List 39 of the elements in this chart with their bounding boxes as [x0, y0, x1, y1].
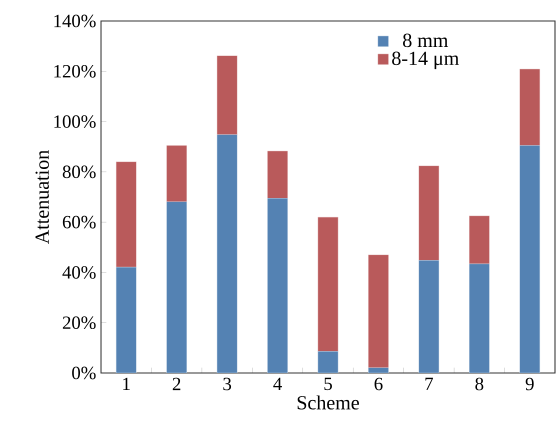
- y-tick-label: 60%: [62, 216, 96, 228]
- bar: [267, 198, 288, 373]
- y-tick-label: 140%: [54, 14, 96, 28]
- x-tick-label: 8: [475, 378, 484, 390]
- bar: [368, 254, 389, 368]
- bar: [267, 150, 288, 198]
- legend-label: 8-14 μm: [392, 52, 459, 70]
- y-axis-title: Attenuation: [35, 150, 49, 244]
- bar: [116, 162, 137, 268]
- bar: [116, 266, 137, 373]
- x-tick-label: 3: [223, 378, 232, 390]
- y-tick-label: 100%: [54, 115, 96, 128]
- y-tick-label: 20%: [62, 316, 96, 330]
- bar: [318, 351, 338, 373]
- x-tick-label: 4: [273, 378, 282, 390]
- x-tick-label: 5: [324, 378, 332, 390]
- bar: [216, 134, 238, 373]
- bar: [519, 68, 540, 146]
- y-tick-label: 120%: [54, 64, 96, 78]
- x-tick-label: 2: [172, 378, 180, 390]
- bar: [166, 202, 187, 373]
- x-tick-label: 7: [425, 378, 434, 390]
- x-tick-label: 1: [123, 378, 130, 390]
- bar: [318, 216, 338, 352]
- x-tick-label: 9: [526, 378, 534, 390]
- bar: [469, 216, 490, 264]
- x-tick-label: 6: [374, 378, 383, 390]
- legend-label: 8 mm: [403, 34, 448, 48]
- y-tick-label: 40%: [62, 266, 96, 279]
- bar: [519, 145, 540, 373]
- y-tick-label: 80%: [62, 166, 96, 178]
- y-tick-label: 0%: [72, 366, 96, 380]
- bar: [216, 55, 238, 135]
- bar: [418, 260, 440, 373]
- bar: [368, 368, 389, 373]
- bar: [469, 264, 490, 373]
- bar: [418, 166, 440, 261]
- bar: [166, 145, 187, 202]
- x-axis-title: Scheme: [298, 395, 359, 410]
